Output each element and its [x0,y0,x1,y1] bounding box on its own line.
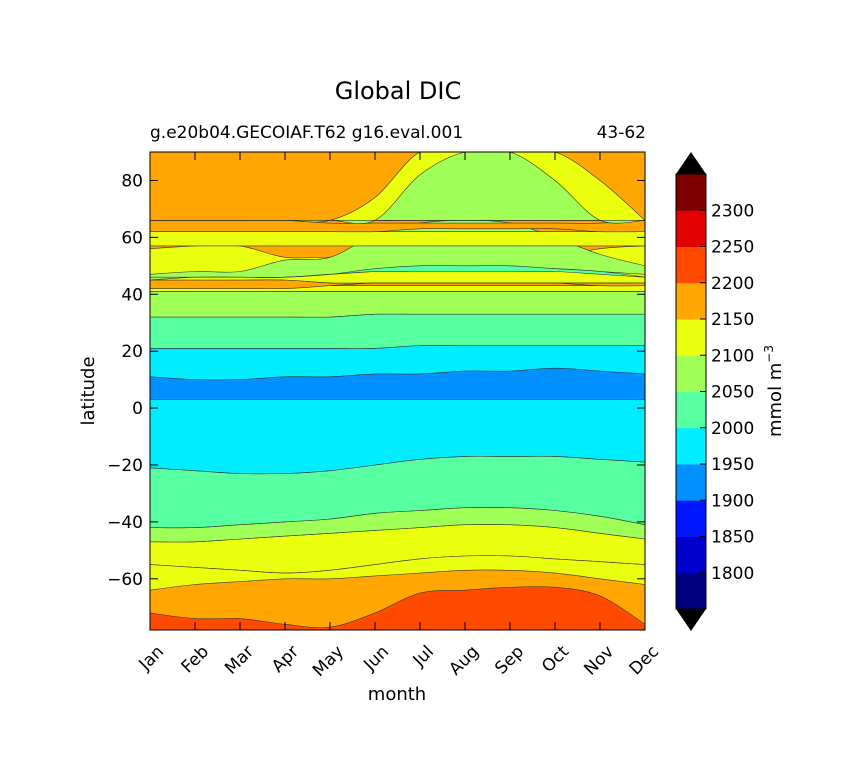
colorbar-tick-label-1850: 1850 [711,528,754,548]
y-tick-label-40: 40 [121,285,143,305]
x-tick-label-Nov: Nov [580,642,618,680]
contour-bands [150,152,645,630]
chart-subtitle-right: 43-62 [597,123,646,143]
x-tick-label-Feb: Feb [178,642,213,677]
colorbar-tick-label-1950: 1950 [711,455,754,475]
y-tick-label--20: −20 [107,456,143,476]
x-tick-label-Aug: Aug [445,642,483,680]
colorbar-segment-2100 [676,319,706,356]
x-axis-label: month [368,684,426,705]
colorbar-segment-2250 [676,210,706,247]
plot-area [149,151,646,631]
plot-frame [149,151,646,631]
contour-band-2125-3 [150,555,645,591]
x-tick-label-Mar: Mar [221,642,258,679]
colorbar-tick-label-2100: 2100 [711,346,754,366]
y-tick-label--60: −60 [107,570,143,590]
colorbar-tick-label-2000: 2000 [711,419,754,439]
colorbar-segment-2050 [676,355,706,392]
colorbar-segment-2000 [676,391,706,429]
colorbar-tick-label-2200: 2200 [711,274,754,294]
colorbar-tick-label-2050: 2050 [711,383,754,403]
x-tick-label-Apr: Apr [268,642,303,677]
colorbar-segment-2200 [676,246,706,284]
colorbar-segment-1800 [676,536,706,574]
x-tick-label-Jul: Jul [409,642,438,671]
colorbar-label-text: mmol m [765,363,786,437]
x-tick-label-May: May [309,642,348,681]
y-tick-label-20: 20 [121,342,143,362]
chart-subtitle-left: g.e20b04.GECOIAF.T62 g16.eval.001 [150,123,463,143]
colorbar-extend-low [676,609,706,631]
colorbar-tick-label-1900: 1900 [711,491,754,511]
x-tick-label-Jun: Jun [359,642,393,676]
colorbar-tick-label-1800: 1800 [711,564,754,584]
colorbar-segment-2150 [676,282,706,320]
x-tick-label-Dec: Dec [626,642,663,679]
contour-band-2025-14 [150,265,645,278]
x-tick-label-Jan: Jan [135,642,168,675]
colorbar-segment-1850 [676,500,706,537]
y-axis-label: latitude [78,356,99,425]
y-tick-label-0: 0 [132,399,143,419]
colorbar-tick-label-2150: 2150 [711,310,754,330]
colorbar-segment-2300 [676,174,706,211]
y-tick-label--40: −40 [107,513,143,533]
colorbar-extend-high [676,152,706,174]
y-axis: 80 60 40 20 0 −20 −40 −60 [107,171,645,590]
y-tick-label-60: 60 [121,228,143,248]
x-tick-label-Sep: Sep [491,642,528,679]
contour-band-2225-1 [150,586,645,630]
colorbar-tick-label-2250: 2250 [711,238,754,258]
colorbar-tick-label-2300: 2300 [711,201,754,221]
colorbar-segment-1750 [676,572,706,610]
svg-text:mmol m−3: mmol m−3 [762,345,786,437]
contour-band-2175-16 [150,219,645,233]
colorbar-label: mmol m−3 [762,345,786,437]
contour-band-2025-8 [150,313,645,349]
contour-band-1975-6 [150,344,645,475]
colorbar: 1800 1850 1900 1950 2000 2050 2100 2150 2200 2250… [675,152,754,631]
contour-band-1925-7 [150,367,645,400]
colorbar-segment-1900 [676,464,706,501]
contour-band-2075-9 [150,291,645,318]
colorbar-label-exponent: −3 [762,345,776,363]
y-tick-label-80: 80 [121,171,143,191]
chart-title: Global DIC [335,77,462,105]
x-tick-label-Oct: Oct [538,642,573,677]
contour-band-2125-15 [150,231,645,247]
colorbar-segment-1950 [676,427,706,465]
